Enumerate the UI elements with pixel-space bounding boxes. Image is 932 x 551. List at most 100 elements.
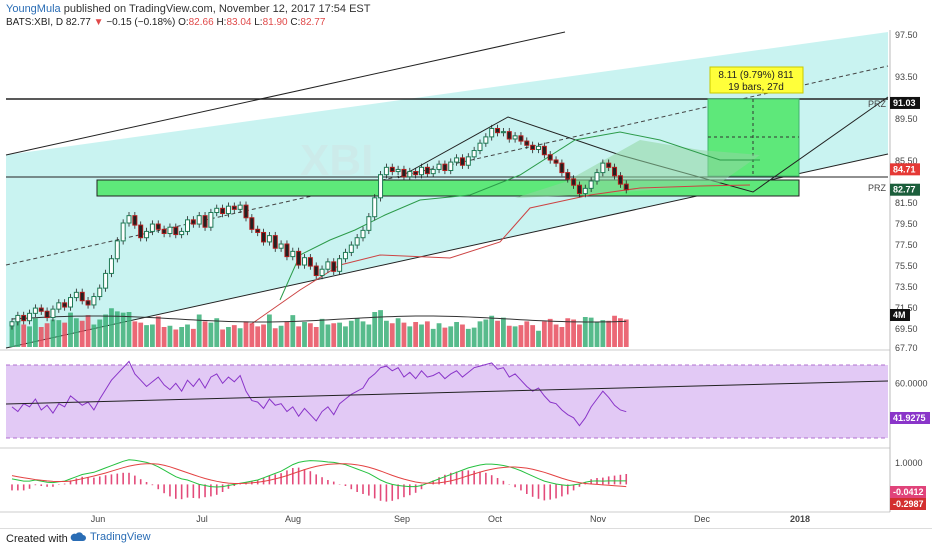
candle-body: [237, 204, 243, 210]
candle-body: [179, 230, 185, 236]
cloud-icon: [70, 532, 86, 541]
volume-bar: [97, 319, 103, 347]
cloud-span-a: [279, 131, 760, 301]
candle-body: [565, 172, 571, 180]
volume-bar: [588, 317, 594, 347]
candle-body: [372, 197, 378, 218]
volume-bar: [126, 312, 132, 347]
candle-body: [196, 215, 202, 225]
candle-body: [606, 162, 612, 168]
volume-bar: [360, 321, 366, 347]
volume-bar: [296, 326, 302, 347]
volume-bar: [27, 326, 32, 347]
candle-body: [337, 258, 343, 272]
candle-body: [530, 144, 536, 150]
volume-bar: [600, 320, 606, 347]
volume-bar: [15, 317, 21, 347]
volume-bar: [442, 327, 448, 347]
volume-bar: [173, 329, 179, 347]
candle-body: [360, 229, 366, 239]
volume-bar: [249, 323, 255, 347]
candle-body: [120, 222, 126, 242]
volume-bar: [208, 322, 214, 347]
measure-text-1: 8.11 (9.79%) 811: [718, 70, 794, 81]
volume-bar: [50, 319, 56, 347]
volume-bar: [214, 318, 220, 347]
volume-bar: [68, 312, 73, 347]
volume-bar: [489, 315, 495, 347]
candle-body: [541, 145, 547, 156]
ohlc-legend: BATS:XBI, D 82.77 ▼ −0.15 (−0.18%) O:82.…: [6, 17, 325, 28]
volume-bar: [501, 317, 506, 347]
volume-bar: [571, 319, 576, 347]
price-tag-bg: [890, 183, 920, 196]
candle-body: [559, 162, 565, 174]
candle-body: [448, 161, 454, 171]
volume-bar: [471, 327, 477, 347]
candle-body: [407, 171, 413, 178]
volume-bar: [114, 311, 120, 347]
candle-body: [185, 219, 190, 232]
volume-bar: [85, 315, 91, 347]
candle-body: [97, 287, 103, 298]
candle-body: [32, 307, 38, 314]
author-link[interactable]: YoungMula: [6, 3, 61, 15]
candle-body: [612, 166, 618, 177]
volume-bar: [331, 323, 337, 347]
candle-body: [524, 140, 530, 146]
price-tick-label: 67.70: [895, 343, 918, 353]
volume-bar: [179, 327, 185, 347]
volume-bar: [284, 321, 290, 347]
rsi-tick-label: 60.0000: [895, 378, 928, 388]
measure-text-2: 19 bars, 27d: [728, 82, 784, 93]
candle-body: [378, 174, 384, 199]
volume-bar: [278, 325, 284, 347]
volume-bar: [354, 318, 360, 347]
candle-body: [307, 257, 313, 267]
candle-body: [313, 265, 319, 277]
price-tick-label: 93.50: [895, 72, 918, 82]
candle-body: [454, 157, 460, 163]
volume-bar: [62, 322, 68, 347]
volume-bar: [565, 318, 571, 347]
price-tick-label: 73.50: [895, 282, 918, 292]
change-value: −0.15 (−0.18%): [106, 17, 176, 28]
candle-body: [489, 127, 495, 138]
candle-body: [21, 314, 27, 322]
symbol-label[interactable]: BATS:XBI, D: [6, 17, 64, 28]
publish-info: published on TradingView.com, November 1…: [63, 3, 371, 15]
candle-body: [50, 308, 56, 319]
volume-bar: [103, 314, 108, 347]
time-tick-label: Jul: [196, 514, 208, 524]
volume-bar: [150, 324, 155, 347]
volume-bar: [530, 325, 536, 347]
volume-bar: [384, 320, 389, 347]
volume-bar: [559, 327, 565, 347]
volume-bar: [518, 325, 524, 347]
volume-bar: [120, 312, 126, 347]
candle-body: [167, 226, 173, 235]
candle-body: [495, 127, 501, 134]
rsi-line: [11, 360, 627, 427]
volume-bar: [272, 328, 278, 347]
price-tick-label: 97.50: [895, 30, 918, 40]
candle-body: [471, 150, 477, 158]
time-tick-label: Sep: [394, 514, 410, 524]
volume-bar: [138, 322, 144, 347]
volume-bar: [430, 328, 436, 347]
low-value: 81.90: [262, 17, 288, 28]
volume-bar: [237, 328, 243, 347]
candle-body: [623, 183, 629, 191]
candle-body: [261, 231, 267, 243]
time-tick-label: 2018: [790, 514, 810, 524]
candle-body: [108, 258, 114, 274]
macd-tag-bg: [890, 486, 926, 498]
candle-body: [161, 228, 167, 235]
candle-body: [500, 131, 506, 134]
volume-bar: [618, 318, 623, 347]
tradingview-logo[interactable]: TradingView: [70, 531, 151, 543]
prz-label-top: PRZ: [868, 99, 887, 109]
candle-body: [442, 163, 448, 171]
volume-bar: [536, 330, 541, 347]
volume-bar: [255, 326, 261, 347]
